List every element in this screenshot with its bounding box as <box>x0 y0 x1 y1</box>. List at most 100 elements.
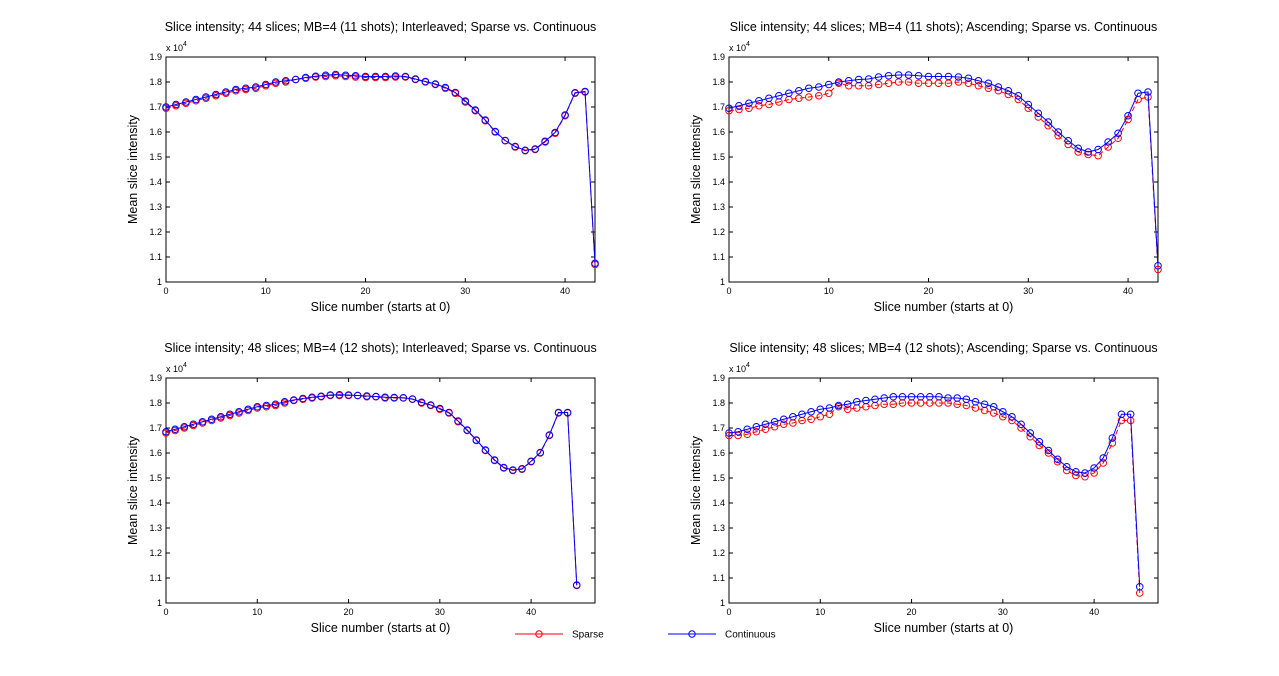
data-point-sparse <box>1108 439 1117 447</box>
data-point-continuous <box>180 422 189 431</box>
data-point-continuous <box>253 402 262 411</box>
x-tick-label: 10 <box>815 607 825 617</box>
data-point-continuous <box>232 85 240 94</box>
data-point-continuous <box>904 71 913 79</box>
data-point-continuous <box>472 436 481 444</box>
data-point-continuous <box>381 393 389 402</box>
x-axis-label: Slice number (starts at 0) <box>874 300 1014 314</box>
y-tick-label: 1.5 <box>149 152 162 162</box>
data-point-continuous <box>172 100 180 109</box>
y-tick-label: 1.3 <box>712 523 725 533</box>
y-exponent: 4 <box>746 41 750 48</box>
data-point-continuous <box>725 104 733 113</box>
data-point-continuous <box>862 396 870 405</box>
data-point-continuous <box>745 99 753 108</box>
data-point-continuous <box>898 392 907 401</box>
data-point-continuous <box>471 106 480 114</box>
data-point-continuous <box>251 83 260 91</box>
data-point-continuous <box>785 89 793 98</box>
data-point-continuous <box>1008 412 1016 421</box>
data-point-continuous <box>501 136 510 145</box>
x-tick-label: 20 <box>924 286 934 296</box>
data-point-continuous <box>551 128 559 137</box>
data-point-continuous <box>1117 410 1126 419</box>
data-point-continuous <box>1024 100 1033 109</box>
data-point-continuous <box>207 415 216 424</box>
data-point-continuous <box>417 398 426 407</box>
data-point-sparse <box>1104 143 1112 151</box>
data-point-continuous <box>481 446 490 454</box>
data-point-continuous <box>216 412 225 421</box>
legend-continuous-label: Continuous <box>725 630 776 641</box>
data-point-continuous <box>308 393 316 402</box>
data-point-continuous <box>926 392 934 401</box>
series-line-continuous <box>728 74 1159 266</box>
data-point-sparse <box>816 412 825 421</box>
y-tick-label: 1.6 <box>149 127 162 137</box>
data-point-continuous <box>563 408 572 417</box>
data-point-continuous <box>289 396 298 404</box>
y-axis-label: Mean slice intensity <box>126 114 140 224</box>
data-point-continuous <box>1054 128 1063 136</box>
y-tick-label: 1.5 <box>149 473 162 483</box>
data-point-continuous <box>451 88 460 97</box>
data-point-continuous <box>874 73 883 81</box>
x-tick-label: 30 <box>460 286 470 296</box>
y-tick-label: 1.4 <box>149 498 162 508</box>
data-point-continuous <box>1135 582 1144 591</box>
data-point-continuous <box>843 400 852 409</box>
series-line-sparse <box>728 81 1159 270</box>
data-point-continuous <box>924 72 933 81</box>
x-tick-label: 40 <box>526 607 536 617</box>
data-point-sparse <box>884 79 893 88</box>
y-multiplier: x 10 <box>729 43 746 53</box>
data-point-sparse <box>745 104 753 113</box>
data-point-sparse <box>725 431 733 440</box>
data-point-continuous <box>944 394 952 402</box>
data-point-continuous <box>331 70 340 79</box>
chart-title: Slice intensity; 44 slices; MB=4 (11 sho… <box>730 20 1157 34</box>
data-point-sparse <box>844 81 853 90</box>
data-point-continuous <box>454 417 462 425</box>
data-point-continuous <box>989 402 998 411</box>
y-tick-label: 1.7 <box>712 423 725 433</box>
data-point-continuous <box>789 412 797 421</box>
data-point-continuous <box>244 405 252 414</box>
y-multiplier: x 10 <box>166 43 183 53</box>
data-point-continuous <box>761 420 770 429</box>
data-point-continuous <box>351 71 360 80</box>
y-tick-label: 1.4 <box>712 498 725 508</box>
data-point-continuous <box>884 71 893 80</box>
data-point-continuous <box>291 75 300 84</box>
data-point-continuous <box>1053 455 1062 464</box>
data-point-continuous <box>192 95 200 104</box>
data-point-continuous <box>321 71 330 80</box>
y-exponent: 4 <box>183 362 187 369</box>
data-point-continuous <box>1034 109 1043 118</box>
data-point-continuous <box>461 97 470 105</box>
data-point-continuous <box>1134 89 1142 98</box>
data-point-sparse <box>944 399 952 407</box>
x-tick-label: 10 <box>252 607 262 617</box>
data-point-continuous <box>436 404 444 413</box>
data-point-continuous <box>805 84 813 93</box>
data-point-sparse <box>761 425 770 434</box>
chart-title: Slice intensity; 48 slices; MB=4 (12 sho… <box>729 341 1157 355</box>
plot-area <box>165 56 596 283</box>
data-point-continuous <box>854 75 863 84</box>
data-point-sparse <box>1090 469 1098 477</box>
data-point-continuous <box>1094 145 1102 154</box>
data-point-continuous <box>335 390 344 399</box>
data-point-continuous <box>262 401 271 410</box>
data-point-continuous <box>953 394 961 402</box>
x-axis-label: Slice number (starts at 0) <box>311 621 451 635</box>
data-point-continuous <box>202 93 210 101</box>
y-tick-label: 1.7 <box>149 102 162 112</box>
data-point-continuous <box>999 407 1007 416</box>
x-tick-label: 20 <box>344 607 354 617</box>
data-point-continuous <box>1124 111 1132 120</box>
plot-area <box>728 56 1159 283</box>
data-point-sparse <box>779 420 788 429</box>
x-tick-label: 0 <box>726 607 731 617</box>
data-point-continuous <box>509 466 517 474</box>
